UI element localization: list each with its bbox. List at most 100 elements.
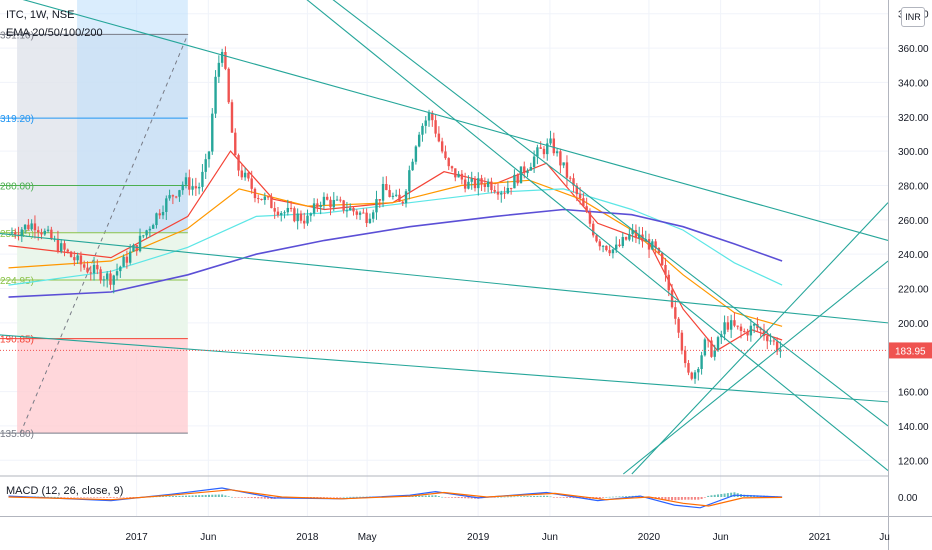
candle-body: [174, 196, 178, 198]
candle-body: [309, 213, 312, 216]
macd-histogram-bar: [60, 497, 63, 498]
macd-zero-label: 0.00: [898, 493, 918, 504]
macd-histogram-bar: [506, 496, 509, 498]
candle-body: [132, 245, 135, 252]
last-price-box: [889, 342, 932, 359]
macd-histogram-bar: [536, 495, 539, 497]
candle-body: [667, 274, 670, 291]
macd-histogram-bar: [250, 497, 253, 498]
macd-histogram-bar: [516, 496, 519, 498]
macd-histogram-bar: [119, 497, 122, 498]
macd-histogram-bar: [237, 497, 240, 498]
candle-body: [618, 244, 621, 246]
macd-histogram-bar: [720, 493, 723, 497]
time-tick-label: Ju: [879, 532, 890, 543]
candle-body: [220, 51, 224, 63]
macd-histogram-bar: [79, 497, 82, 498]
trendlines[interactable]: [0, 0, 889, 475]
macd-histogram-bar: [253, 497, 256, 499]
candle-body: [20, 229, 24, 236]
candle-body: [736, 325, 739, 327]
last-price-label: 183.95: [895, 346, 926, 357]
candle-body: [683, 350, 687, 364]
candle-body: [109, 273, 112, 285]
candle-body: [493, 190, 496, 192]
macd-histogram-bar: [414, 495, 417, 497]
candle-body: [710, 340, 713, 357]
candle-body: [513, 174, 516, 189]
macd-histogram-bar: [217, 494, 220, 497]
macd-histogram-bar: [539, 495, 542, 497]
macd-histogram-bar: [703, 497, 706, 498]
macd-histogram-bar: [454, 497, 457, 498]
macd-histogram-bar: [240, 497, 243, 498]
candle-body: [355, 211, 358, 215]
macd-histogram-bar: [339, 497, 342, 498]
candle-body: [332, 200, 335, 208]
price-tick-label: 140.00: [898, 422, 929, 433]
ema-indicator-label[interactable]: EMA 20/50/100/200: [6, 27, 103, 39]
macd-indicator-label[interactable]: MACD (12, 26, close, 9): [6, 485, 124, 497]
macd-histogram-bar: [109, 497, 112, 498]
candle-body: [647, 239, 651, 250]
candle-body: [342, 200, 345, 211]
candle-body: [188, 177, 191, 190]
symbol-header[interactable]: ITC, 1W, NSE: [6, 9, 75, 21]
macd-histogram-bar: [441, 496, 444, 498]
macd-histogram-bar: [342, 496, 345, 498]
candle-body: [56, 238, 60, 252]
candle-body: [243, 172, 247, 178]
candle-body: [371, 212, 375, 219]
macd-histogram-bar: [129, 497, 132, 498]
candle-body: [122, 256, 125, 267]
trendline: [22, 0, 889, 241]
candle-body: [398, 194, 401, 202]
macd-histogram-bar: [671, 497, 674, 501]
macd-histogram-bar: [224, 495, 227, 497]
candle-body: [138, 235, 142, 252]
macd-histogram-bar: [83, 497, 86, 498]
candle-body: [749, 325, 753, 336]
candle-body: [375, 199, 378, 213]
macd-histogram-bar: [73, 497, 76, 498]
candle-body: [230, 102, 234, 133]
macd-histogram-bar: [56, 496, 59, 498]
trendline: [622, 260, 889, 475]
candle-body: [128, 251, 132, 263]
macd-histogram-bar: [710, 495, 713, 497]
candle-body: [151, 225, 155, 229]
candle-body: [316, 203, 319, 208]
candle-body: [450, 166, 454, 169]
time-tick-label: 2018: [296, 532, 319, 543]
candle-body: [457, 173, 460, 178]
candle-body: [562, 162, 565, 166]
candle-body: [693, 372, 697, 379]
candle-body: [733, 320, 736, 326]
macd-histogram-bar: [316, 497, 319, 498]
candle-body: [529, 167, 533, 171]
macd-histogram-bar: [247, 497, 250, 498]
macd-histogram-bar: [447, 497, 450, 498]
candle-body: [454, 168, 457, 178]
macd-histogram-bar: [106, 497, 109, 498]
ema-20-line: [8, 150, 783, 352]
candle-body: [158, 213, 161, 216]
time-tick-label: 2021: [809, 532, 832, 543]
macd-histogram-bar: [618, 496, 621, 498]
macd-histogram-bar: [444, 497, 447, 498]
candle-body: [608, 250, 611, 254]
candle-body: [322, 196, 326, 205]
candle-body: [759, 328, 762, 330]
currency-badge[interactable]: INR: [901, 7, 925, 27]
candle-body: [500, 192, 503, 195]
macd-histogram-bar: [503, 496, 506, 498]
macd-histogram-bar: [562, 497, 565, 498]
macd-histogram-bar: [608, 496, 611, 498]
candle-body: [421, 125, 424, 135]
candle-body: [546, 143, 549, 155]
macd-histogram-bar: [257, 497, 260, 499]
macd-histogram-bar: [178, 495, 181, 497]
candle-body: [191, 186, 194, 190]
candle-body: [184, 177, 188, 185]
